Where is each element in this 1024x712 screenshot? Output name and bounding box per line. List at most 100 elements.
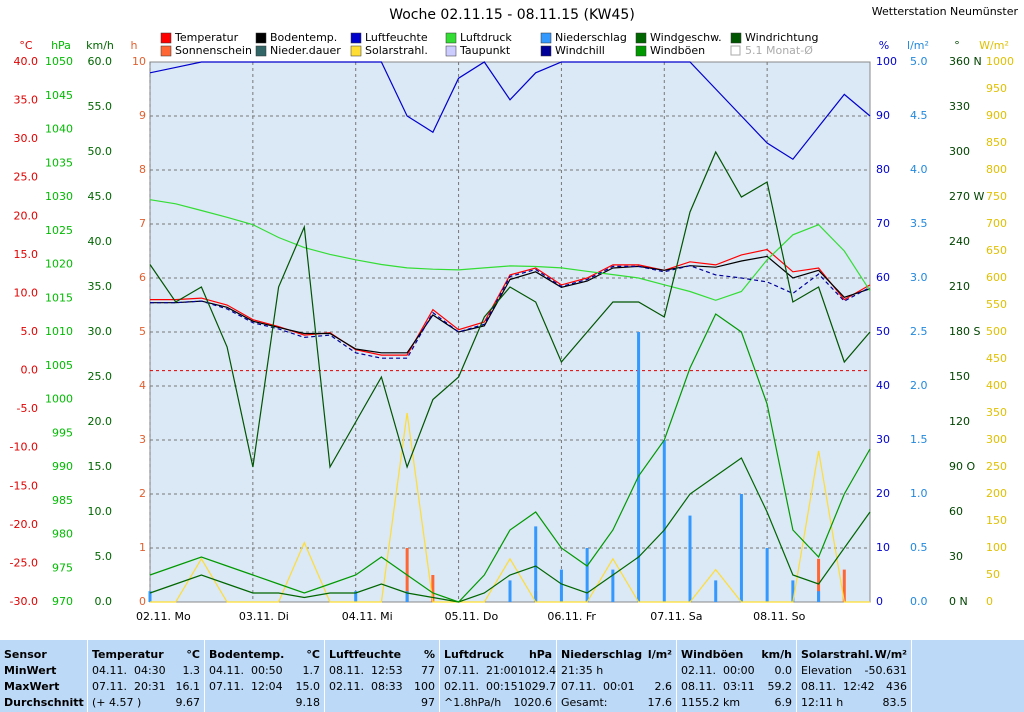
- cell-left: Durchschnitt: [4, 696, 84, 709]
- y-tick-label: 25.0: [14, 171, 39, 184]
- y-tick-label: 10.0: [14, 286, 39, 299]
- y-tick-label: 30.0: [88, 325, 113, 338]
- table-row: MaxWert: [4, 679, 83, 695]
- chart: Woche 02.11.15 - 08.11.15 (KW45) Wetters…: [10, 5, 1019, 623]
- y-tick-label: 450: [986, 352, 1007, 365]
- y-tick-label: 270 W: [949, 190, 984, 203]
- cell-left: 07.11. 20:31: [92, 680, 166, 693]
- y-tick-label: 40: [876, 379, 890, 392]
- series-line: [149, 61, 871, 160]
- x-tick-label: 07.11. Sa: [650, 610, 702, 623]
- bar: [688, 515, 692, 602]
- y-tick-label: 30: [876, 433, 890, 446]
- legend-swatch: [255, 45, 267, 57]
- y-tick-label: 650: [986, 244, 1007, 257]
- cell-right: 1012.4: [517, 664, 557, 677]
- cell-right: 100: [414, 680, 435, 693]
- table-header: Niederschlag l/m²: [561, 647, 672, 663]
- y-tick-label: 300: [949, 145, 970, 158]
- cell-left: 02.11. 08:33: [329, 680, 403, 693]
- table-row: 08.11. 03:11 59.2: [681, 679, 792, 695]
- table-row: 04.11. 00:50 1.7: [209, 663, 320, 679]
- legend-label: Sonnenschein: [175, 44, 252, 57]
- bar: [508, 580, 512, 602]
- table-row: 08.11. 12:42 436: [801, 679, 907, 695]
- table-column: Luftdruck hPa 07.11. 21:00 1012.4 02.11. 00:…: [440, 640, 557, 712]
- y-tick-label: 150: [949, 370, 970, 383]
- x-tick-label: 02.11. Mo: [136, 610, 191, 623]
- cell-right: 15.0: [295, 680, 321, 693]
- legend-label: 5.1 Monat-Ø: [745, 44, 813, 57]
- legend-swatch: [350, 45, 362, 57]
- header-text: Windböen: [681, 648, 744, 661]
- bar: [611, 569, 615, 602]
- y-tick-label: 120: [949, 415, 970, 428]
- cell-right: 1020.6: [513, 696, 553, 709]
- bar: [662, 440, 666, 602]
- x-tick-label: 08.11. So: [753, 610, 805, 623]
- table-column: Solarstrahl. W/m² Elevation -50.631 08.11. 1…: [797, 640, 912, 712]
- cell-right: 77: [421, 664, 435, 677]
- y-tick-label: 350: [986, 406, 1007, 419]
- table-header: Luftfeuchte%: [329, 647, 435, 663]
- y-tick-label: 250: [986, 460, 1007, 473]
- stats-table: Sensor MinWert MaxWert Durchschnitt Temperat…: [0, 640, 1024, 712]
- axis-unit: h: [131, 39, 138, 52]
- cell-right: 436: [886, 680, 907, 693]
- series-line: [149, 199, 871, 301]
- cell-left: 08.11. 12:53: [329, 664, 403, 677]
- table-row: 07.11. 00:01 2.6: [561, 679, 672, 695]
- axis-unit: W/m²: [979, 39, 1009, 52]
- cell-left: 07.11. 21:00: [444, 664, 518, 677]
- series-line: [150, 265, 871, 359]
- y-tick-label: 90: [876, 109, 890, 122]
- cell-right: 16.1: [175, 680, 201, 693]
- y-tick-label: 20.0: [14, 209, 39, 222]
- bar: [354, 591, 358, 602]
- y-tick-label: -10.0: [10, 441, 38, 454]
- cell-right: 0.0: [774, 664, 793, 677]
- y-tick-label: 985: [52, 494, 73, 507]
- table-column: Luftfeuchte% 08.11. 12:53 77 02.11. 08:33 10…: [325, 640, 440, 712]
- y-tick-label: 200: [986, 487, 1007, 500]
- table-row: 1155.2 km 6.9: [681, 695, 792, 711]
- y-tick-label: 20: [876, 487, 890, 500]
- y-tick-label: 55.0: [88, 100, 113, 113]
- cell-left: 04.11. 04:30: [92, 664, 166, 677]
- table-column: [912, 640, 1024, 712]
- x-tick-label: 03.11. Di: [239, 610, 289, 623]
- table-column: Sensor MinWert MaxWert Durchschnitt: [0, 640, 88, 712]
- y-tick-label: 2.5: [910, 325, 928, 338]
- y-tick-label: 900: [986, 109, 1007, 122]
- header-text: Luftdruck: [444, 648, 504, 661]
- legend-label: Luftdruck: [460, 31, 512, 44]
- y-tick-label: 550: [986, 298, 1007, 311]
- legend-label: Bodentemp.: [270, 31, 337, 44]
- y-tick-label: 60: [876, 271, 890, 284]
- y-tick-label: -30.0: [10, 595, 38, 608]
- y-tick-label: 0.0: [910, 595, 928, 608]
- y-tick-label: 950: [986, 82, 1007, 95]
- y-tick-label: 0.0: [21, 364, 39, 377]
- table-row: 12:11 h 83.5: [801, 695, 907, 711]
- y-tick-label: 35.0: [88, 280, 113, 293]
- y-tick-label: 180 S: [949, 325, 980, 338]
- table-header: Luftdruck hPa: [444, 647, 552, 663]
- series-line: [149, 313, 871, 603]
- bar: [791, 580, 795, 602]
- table-row: Gesamt: 17.6: [561, 695, 672, 711]
- y-tick-label: 1.5: [910, 433, 928, 446]
- y-tick-label: 80: [876, 163, 890, 176]
- y-tick-label: 800: [986, 163, 1007, 176]
- y-tick-label: 50.0: [88, 145, 113, 158]
- axis-unit: °C: [19, 39, 33, 52]
- y-tick-label: 7: [139, 217, 146, 230]
- header-unit: km/h: [761, 648, 792, 661]
- y-tick-label: 6: [139, 271, 146, 284]
- table-header: Temperatur °C: [92, 647, 200, 663]
- y-tick-label: 0: [986, 595, 993, 608]
- table-row: MinWert: [4, 663, 83, 679]
- axis-unit: %: [879, 39, 889, 52]
- table-header: Bodentemp. °C: [209, 647, 320, 663]
- y-tick-label: 3: [139, 433, 146, 446]
